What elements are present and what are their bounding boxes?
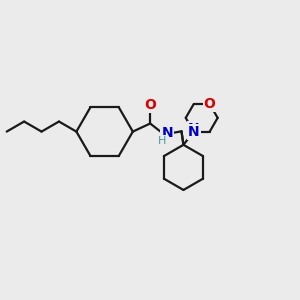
Text: H: H bbox=[158, 136, 166, 146]
Text: N: N bbox=[188, 125, 200, 139]
Text: N: N bbox=[188, 122, 200, 136]
Text: N: N bbox=[161, 126, 173, 140]
Text: O: O bbox=[204, 97, 216, 111]
Text: O: O bbox=[144, 98, 156, 112]
